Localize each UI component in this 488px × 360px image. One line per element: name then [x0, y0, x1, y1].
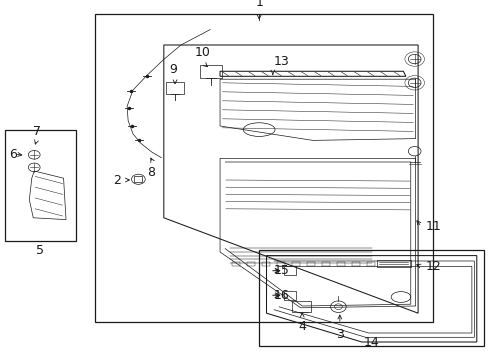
Text: 7: 7 [33, 125, 41, 138]
Bar [366, 262, 374, 266]
Bar [351, 262, 359, 266]
Text: 5: 5 [36, 244, 44, 257]
Text: 14: 14 [363, 336, 379, 349]
Bar [321, 262, 329, 266]
Text: 2: 2 [113, 174, 121, 186]
Text: 4: 4 [298, 320, 305, 333]
Text: 1: 1 [255, 0, 263, 9]
Text: 3: 3 [335, 328, 343, 341]
Text: 12: 12 [425, 260, 440, 273]
Text: 8: 8 [147, 166, 155, 179]
Text: 9: 9 [169, 63, 177, 76]
Bar [232, 262, 240, 266]
Text: 16: 16 [273, 289, 289, 302]
Text: 15: 15 [273, 264, 289, 277]
Text: 11: 11 [425, 220, 440, 233]
Bar [336, 262, 344, 266]
Bar [262, 262, 269, 266]
Bar [306, 262, 314, 266]
Text: 6: 6 [9, 148, 17, 161]
Bar [291, 262, 299, 266]
Text: 10: 10 [195, 46, 210, 59]
Text: 13: 13 [273, 55, 289, 68]
FancyBboxPatch shape [134, 176, 142, 182]
Bar [277, 262, 285, 266]
Bar [247, 262, 255, 266]
